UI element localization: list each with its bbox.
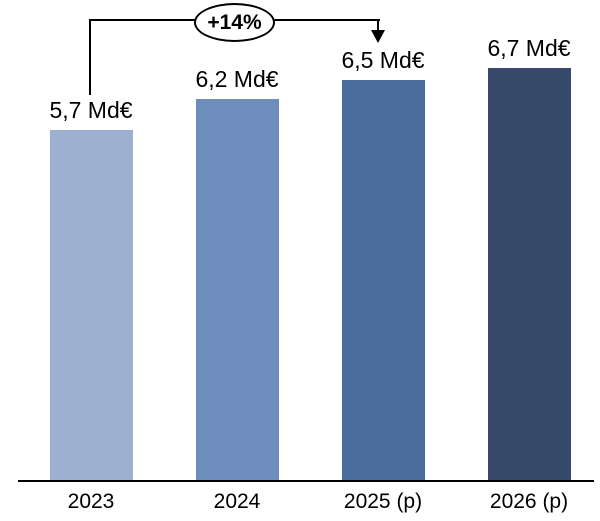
x-axis-line — [18, 480, 594, 482]
annotation-label: +14% — [207, 11, 262, 34]
bar-2025-p — [341, 80, 425, 482]
bar-2026-p — [487, 68, 571, 482]
category-label-2026-p: 2026 (p) — [489, 490, 569, 513]
annotation-ellipse: +14% — [194, 3, 275, 42]
annotation-connector-right-line — [377, 19, 379, 32]
annotation-connector-left-line — [89, 19, 91, 95]
value-label-2024: 6,2 Md€ — [195, 66, 279, 92]
annotation-arrowhead-icon — [371, 30, 385, 43]
category-label-2023: 2023 — [67, 490, 115, 513]
value-label-2025-p: 6,5 Md€ — [341, 47, 425, 73]
bar-2023 — [49, 130, 133, 482]
category-label-2024: 2024 — [213, 490, 261, 513]
bar-2024 — [195, 99, 279, 482]
value-label-2026-p: 6,7 Md€ — [487, 35, 571, 61]
category-label-2025-p: 2025 (p) — [343, 490, 423, 513]
value-label-2023: 5,7 Md€ — [49, 97, 133, 123]
